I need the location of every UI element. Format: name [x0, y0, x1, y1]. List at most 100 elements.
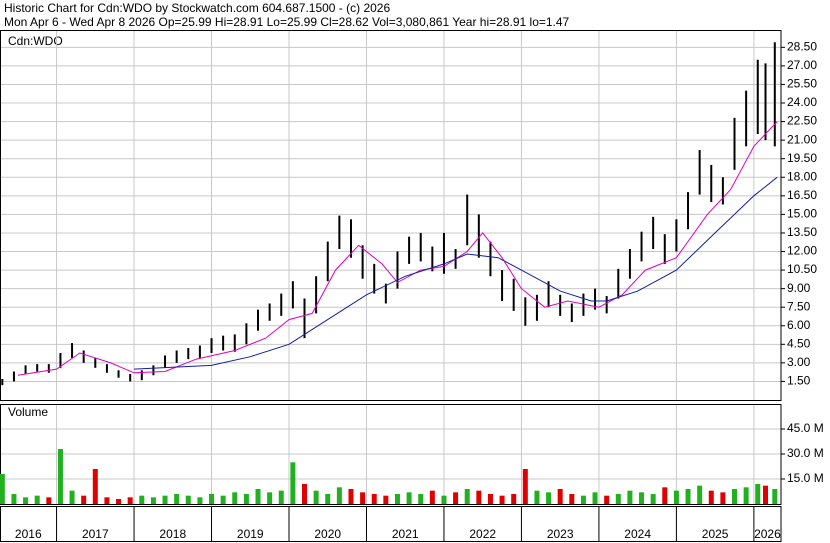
volume-bar: [627, 490, 633, 504]
volume-bar: [546, 492, 552, 504]
y-tick-label: 7.50: [787, 299, 811, 313]
y-tick-label: 18.00: [787, 169, 817, 183]
volume-bar: [243, 494, 249, 504]
x-tick-label: 2025: [702, 527, 729, 541]
y-tick-label: 21.00: [787, 132, 817, 146]
x-tick-label: 2019: [237, 527, 264, 541]
y-tick-label: 12.00: [787, 244, 817, 258]
volume-bar: [429, 490, 435, 504]
volume-bar: [522, 469, 528, 504]
volume-bar: [313, 490, 319, 504]
volume-bar: [534, 490, 540, 504]
volume-bar: [185, 495, 191, 504]
volume-bar: [139, 495, 145, 504]
volume-bar: [743, 487, 749, 504]
x-tick-label: 2018: [159, 527, 186, 541]
volume-bar: [487, 494, 493, 504]
volume-bar: [0, 474, 5, 504]
volume-bar: [104, 497, 110, 504]
volume-bar: [580, 495, 586, 504]
volume-bar: [441, 495, 447, 504]
y-tick-label: 16.50: [787, 188, 817, 202]
y-tick-label: 30.0 M: [787, 446, 824, 460]
volume-bar: [673, 490, 679, 504]
x-tick-label: 2022: [469, 527, 496, 541]
x-tick-label: 2017: [82, 527, 109, 541]
volume-bar: [34, 495, 40, 504]
volume-bar: [592, 492, 598, 504]
volume-bar: [639, 492, 645, 504]
volume-bar: [127, 497, 133, 504]
axis-frame: [0, 506, 782, 542]
x-tick-label: 2021: [392, 527, 419, 541]
volume-bar: [220, 495, 226, 504]
volume-bar: [772, 489, 778, 504]
y-tick-label: 45.0 M: [787, 421, 824, 435]
volume-bar: [325, 494, 331, 504]
volume-bar: [336, 487, 342, 504]
volume-bar: [604, 495, 610, 504]
y-tick-label: 10.50: [787, 262, 817, 276]
panel-frame: [0, 404, 782, 505]
volume-bar: [755, 484, 761, 504]
volume-bar: [615, 494, 621, 504]
y-tick-label: 24.00: [787, 95, 817, 109]
y-tick-label: 15.0 M: [787, 471, 824, 485]
volume-bar: [476, 490, 482, 504]
volume-bar: [418, 494, 424, 504]
volume-bar: [278, 490, 284, 504]
y-tick-label: 13.50: [787, 225, 817, 239]
volume-bar: [255, 489, 261, 504]
volume-bar: [720, 492, 726, 504]
y-tick-label: 19.50: [787, 151, 817, 165]
volume-bar: [209, 494, 215, 504]
volume-bar: [708, 490, 714, 504]
x-tick-label: 2023: [547, 527, 574, 541]
volume-bar: [662, 487, 668, 504]
volume-bar: [383, 495, 389, 504]
volume-bar: [650, 494, 656, 504]
volume-bar: [81, 495, 87, 504]
x-tick-label: 2020: [314, 527, 341, 541]
volume-label: Volume: [8, 405, 48, 419]
volume-bar: [116, 499, 122, 504]
chart-title: Historic Chart for Cdn:WDO by Stockwatch…: [4, 1, 390, 15]
x-tick-label: 2026: [754, 527, 781, 541]
y-tick-label: 6.00: [787, 318, 811, 332]
y-tick-label: 25.50: [787, 77, 817, 91]
volume-bar: [232, 492, 238, 504]
volume-bar: [11, 494, 17, 504]
panel-frame: [0, 30, 782, 401]
symbol-label: Cdn:WDO: [8, 34, 63, 48]
volume-bar: [162, 495, 168, 504]
volume-bar: [57, 449, 63, 504]
volume-bar: [290, 462, 296, 504]
y-tick-label: 28.50: [787, 39, 817, 53]
volume-bar: [348, 489, 354, 504]
volume-bar: [557, 489, 563, 504]
y-tick-label: 1.50: [787, 374, 811, 388]
volume-bar: [267, 492, 273, 504]
volume-bar: [360, 492, 366, 504]
volume-bar: [732, 489, 738, 504]
y-tick-label: 4.50: [787, 336, 811, 350]
y-tick-label: 15.00: [787, 207, 817, 221]
moving-average: [17, 121, 778, 376]
volume-bar: [301, 484, 307, 504]
volume-bar: [197, 497, 203, 504]
x-tick-label: 2016: [15, 527, 42, 541]
volume-bar: [453, 492, 459, 504]
y-tick-label: 9.00: [787, 281, 811, 295]
volume-bar: [406, 492, 412, 504]
chart-subtitle: Mon Apr 6 - Wed Apr 8 2026 Op=25.99 Hi=2…: [4, 15, 570, 29]
volume-bar: [174, 494, 180, 504]
volume-bar: [46, 497, 52, 504]
y-tick-label: 22.50: [787, 114, 817, 128]
y-tick-label: 3.00: [787, 355, 811, 369]
volume-bar: [499, 495, 505, 504]
volume-bar: [464, 489, 470, 504]
moving-average: [133, 176, 778, 370]
volume-bar: [511, 494, 517, 504]
